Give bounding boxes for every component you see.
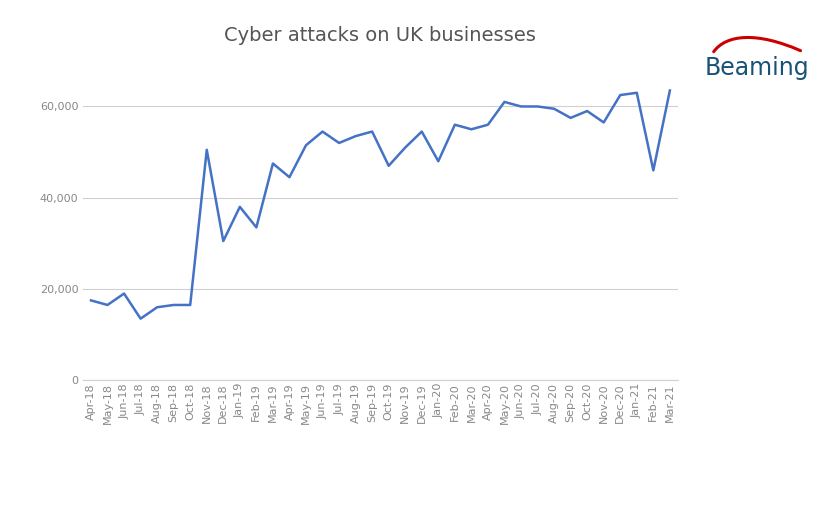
Text: Beaming: Beaming bbox=[705, 56, 809, 81]
Title: Cyber attacks on UK businesses: Cyber attacks on UK businesses bbox=[224, 26, 537, 46]
